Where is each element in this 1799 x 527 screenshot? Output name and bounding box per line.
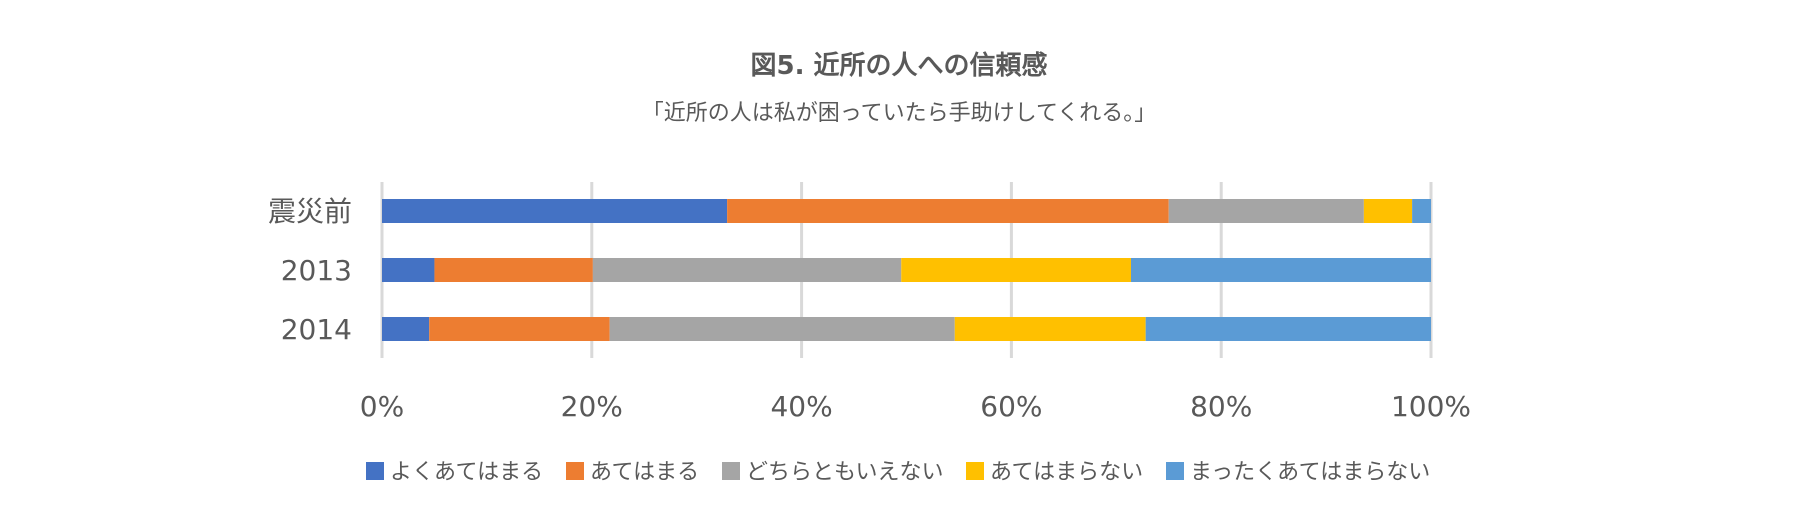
legend-label: あてはまらない (990, 460, 1143, 485)
x-tick-label: 60% (980, 390, 1042, 423)
legend-swatch (1166, 462, 1184, 480)
bar-segment (609, 317, 955, 341)
legend-swatch (966, 462, 984, 480)
x-tick-label: 40% (770, 390, 832, 423)
bar-segment (1363, 199, 1413, 223)
category-labels: 震災前 2013 2014 (268, 195, 352, 346)
legend-item: どちらともいえない (722, 460, 944, 485)
legend-item: まったくあてはまらない (1166, 460, 1430, 485)
legend-item: あてはまらない (966, 460, 1143, 485)
legend-label: どちらともいえない (746, 460, 944, 485)
bar-segment (592, 258, 902, 282)
chart-title: 図5. 近所の人への信頼感 (750, 51, 1047, 81)
legend-label: よくあてはまる (390, 460, 543, 485)
legend-swatch (722, 462, 740, 480)
x-tick-label: 100% (1391, 390, 1471, 423)
bar-segment (1145, 317, 1431, 341)
x-tick-label: 20% (561, 390, 623, 423)
legend: よくあてはまる あてはまる どちらともいえない あてはまらない まったくあてはまらない (366, 460, 1430, 485)
bar-segment (1130, 258, 1431, 282)
legend-item: あてはまる (566, 460, 699, 485)
legend-swatch (366, 462, 384, 480)
bar-segment (429, 317, 610, 341)
bar-segment (434, 258, 593, 282)
bar-segment (727, 199, 1169, 223)
legend-label: まったくあてはまらない (1190, 460, 1430, 485)
bars (382, 199, 1431, 341)
bar-segment (1412, 199, 1431, 223)
category-label: 2013 (281, 254, 352, 287)
bar-segment (382, 258, 435, 282)
bar-segment (382, 199, 728, 223)
legend-label: あてはまる (590, 460, 699, 485)
x-axis-tick-labels: 0% 20% 40% 60% 80% 100% (360, 390, 1471, 423)
category-label: 2014 (281, 313, 352, 346)
legend-item: よくあてはまる (366, 460, 543, 485)
x-tick-label: 80% (1190, 390, 1252, 423)
bar-segment (954, 317, 1146, 341)
legend-swatch (566, 462, 584, 480)
category-label: 震災前 (268, 195, 352, 228)
bar-segment (382, 317, 430, 341)
chart-subtitle: 「近所の人は私が困っていたら手助けしてくれる。」 (642, 101, 1157, 126)
bar-segment (1168, 199, 1364, 223)
bar-segment (901, 258, 1131, 282)
x-tick-label: 0% (360, 390, 404, 423)
